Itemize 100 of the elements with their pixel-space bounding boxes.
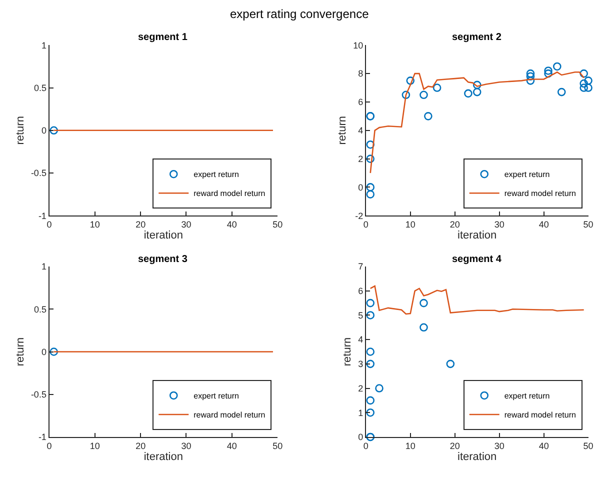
x-tick-label: 20 [136,440,146,451]
point [366,183,375,192]
point [557,88,566,96]
x-tick-label: 50 [272,440,283,451]
chart-title: segment 4 [452,254,502,265]
point [526,76,535,85]
point [446,360,455,368]
chart-title: segment 2 [452,32,502,43]
point [464,89,472,98]
y-tick-label: 0 [358,182,364,192]
y-tick-label: 1 [41,40,46,50]
point [420,90,428,100]
y-tick-label: 2 [358,154,364,164]
legend-label: reward model return [504,410,576,420]
y-tick-label: 6 [358,97,364,108]
y-tick-label: 0.5 [34,304,46,314]
y-tick-label: 10 [353,40,364,50]
point [366,154,375,163]
y-axis-title: return [336,116,349,145]
x-tick-label: 20 [136,219,146,230]
point [526,72,535,81]
point [584,76,592,85]
point [366,348,375,356]
point [584,84,592,92]
point [366,360,375,368]
legend-label: expert return [504,170,550,180]
point [402,90,410,100]
x-tick-label: 10 [90,219,100,230]
y-tick-label: 4 [358,126,364,136]
y-tick-label: 0.5 [34,82,46,93]
y-tick-label: 3 [358,359,364,370]
y-tick-label: 0 [41,346,46,357]
point [526,69,535,78]
y-tick-label: 1 [358,408,364,418]
x-axis-title: iteration [458,450,497,463]
y-tick-label: 6 [358,286,364,296]
point [580,84,588,92]
y-tick-label: -2 [355,210,364,221]
x-tick-label: 30 [181,440,192,451]
chart-title: segment 1 [138,32,188,43]
legend-label: expert return [504,392,550,401]
point [420,298,428,308]
point [406,76,415,85]
x-axis-title: iteration [458,230,497,242]
y-axis-title: return [342,337,354,366]
x-tick-label: 30 [494,219,504,230]
point [366,408,375,417]
point [472,88,482,96]
y-tick-label: -0.5 [30,390,46,400]
x-tick-label: 40 [226,219,237,230]
point [553,62,562,71]
x-tick-label: 20 [450,219,460,230]
x-tick-label: 30 [181,219,192,230]
point [424,112,432,120]
point [580,79,588,88]
legend-label: reward model return [194,189,266,198]
x-tick-label: 40 [538,219,549,230]
x-tick-label: 10 [405,440,416,451]
y-tick-label: 2 [358,383,364,394]
y-tick-label: 4 [358,334,364,345]
x-tick-label: 40 [538,440,549,451]
point [366,298,375,308]
y-axis-title: return [14,337,27,366]
x-tick-label: 30 [494,440,504,451]
y-tick-label: 8 [358,68,364,79]
y-tick-label: 5 [358,310,364,320]
legend-label: reward model return [194,410,266,420]
y-tick-label: 7 [358,262,364,272]
legend-label: expert return [194,170,239,180]
point [544,69,552,78]
legend-label: expert return [194,392,239,401]
point [472,80,482,90]
x-axis-title: iteration [144,450,183,463]
point [366,140,375,149]
chart-title: segment 3 [138,254,188,265]
point [420,323,428,332]
point [375,384,384,392]
point [432,84,442,92]
x-axis-title: iteration [144,230,183,242]
y-axis-title: return [14,116,27,145]
point [366,311,375,320]
text: expert rating convergence [230,7,370,21]
y-tick-label: 1 [41,262,46,272]
legend-label: reward model return [504,189,576,198]
y-tick-label: -1 [38,210,46,221]
y-tick-label: -0.5 [30,168,46,178]
x-tick-label: 40 [226,440,237,451]
y-tick-label: 0 [358,432,364,442]
line-series [370,285,584,315]
point [366,190,375,198]
x-tick-label: 50 [272,219,283,230]
point [544,66,552,75]
x-tick-label: 50 [583,440,594,451]
x-tick-label: 10 [90,440,100,451]
x-tick-label: 20 [450,440,460,451]
y-tick-label: 0 [41,126,46,136]
point [580,69,588,78]
x-tick-label: 50 [583,219,594,230]
x-tick-label: 10 [405,219,416,230]
point [366,396,375,405]
